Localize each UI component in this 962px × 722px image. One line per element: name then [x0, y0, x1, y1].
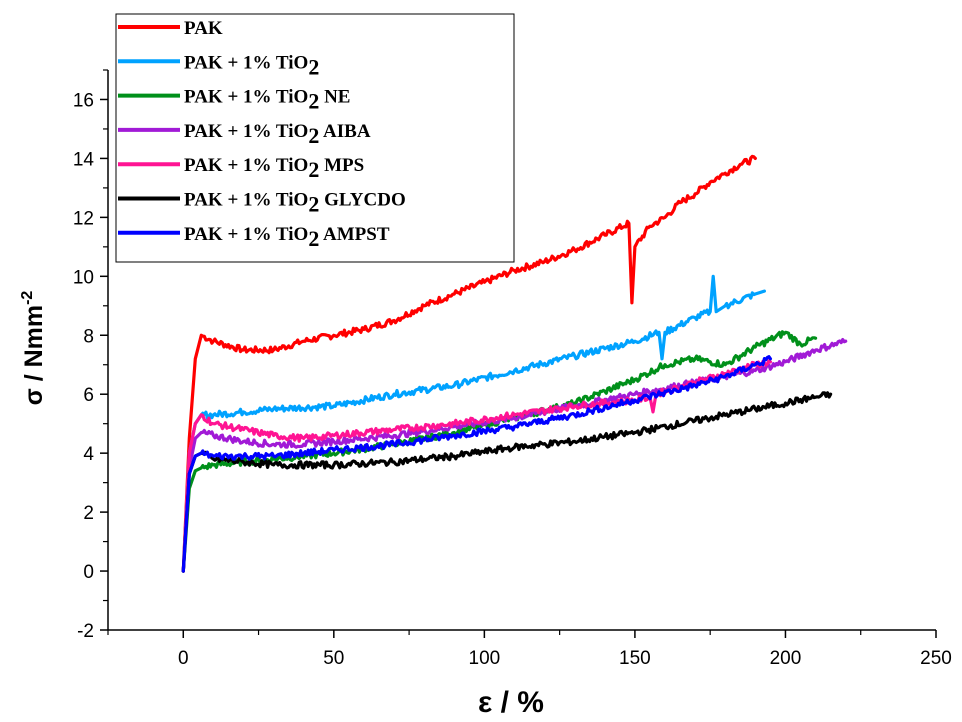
y-axis-title-superscript: -2	[19, 291, 36, 305]
y-tick-label: 0	[83, 562, 94, 583]
legend-label: PAK + 1% TiO	[184, 87, 308, 108]
y-tick-label: 4	[83, 444, 94, 465]
legend-entry-1: PAK + 1% TiO2	[184, 52, 319, 79]
y-tick-label: -2	[77, 621, 94, 642]
legend-entry-0: PAK	[184, 18, 223, 39]
legend-label: PAK + 1% TiO	[184, 121, 308, 142]
legend-box	[115, 13, 515, 263]
legend-subscript: 2	[308, 89, 319, 114]
y-axis-title-main: σ / Nmm	[20, 305, 48, 405]
y-axis-title: σ / Nmm-2	[19, 291, 48, 406]
legend-subscript: 2	[308, 192, 319, 217]
y-tick-label: 14	[73, 149, 95, 170]
series-line-0	[181, 154, 757, 573]
x-tick-label: 150	[619, 648, 651, 669]
x-tick-label: 50	[323, 648, 344, 669]
plot-lines	[181, 154, 848, 573]
y-tick-label: 2	[83, 503, 94, 524]
x-axis-title: ε / %	[478, 686, 544, 719]
legend-subscript: 2	[308, 54, 319, 79]
y-tick-label: 16	[73, 90, 94, 111]
legend-label: PAK + 1% TiO	[184, 224, 308, 245]
legend-suffix: AMPST	[319, 224, 390, 245]
ticks: 0 50 100 150 200 250 -2 0 2 4 6 8 10 12 14 16	[73, 69, 952, 669]
legend-label: PAK + 1% TiO	[184, 52, 308, 73]
legend-entry-4: PAK + 1% TiO2 MPS	[184, 155, 364, 182]
legend-suffix: AIBA	[319, 121, 370, 142]
y-tick-label: 12	[73, 208, 94, 229]
legend-suffix: NE	[319, 87, 350, 108]
series-line-6	[181, 355, 772, 573]
x-tick-label: 250	[920, 648, 952, 669]
series-line-5	[181, 391, 833, 573]
legend-subscript: 2	[308, 226, 319, 251]
series-line-1	[181, 274, 766, 573]
series-line-2	[181, 330, 818, 573]
x-tick-label: 0	[178, 648, 189, 669]
legend-entry-6: PAK + 1% TiO2 AMPST	[184, 224, 390, 251]
legend-entry-2: PAK + 1% TiO2 NE	[184, 87, 350, 114]
legend-label: PAK + 1% TiO	[184, 190, 308, 211]
y-tick-label: 10	[73, 267, 94, 288]
legend-suffix: GLYCDO	[319, 190, 405, 211]
legend-label: PAK	[184, 18, 223, 39]
legend-suffix: MPS	[319, 155, 364, 176]
axes	[107, 70, 936, 631]
y-tick-label: 8	[83, 326, 94, 347]
legend-subscript: 2	[308, 123, 319, 148]
y-tick-label: 6	[83, 385, 94, 406]
legend-entry-5: PAK + 1% TiO2 GLYCDO	[184, 190, 406, 217]
legend-subscript: 2	[308, 157, 319, 182]
x-tick-label: 100	[469, 648, 501, 669]
legend-entry-3: PAK + 1% TiO2 AIBA	[184, 121, 371, 148]
x-tick-label: 200	[770, 648, 802, 669]
legend-label: PAK + 1% TiO	[184, 155, 308, 176]
series-line-4	[181, 359, 772, 573]
